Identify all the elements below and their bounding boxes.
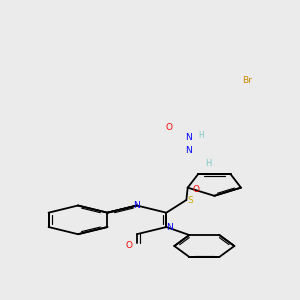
Text: N: N	[134, 201, 140, 210]
Text: N: N	[166, 223, 173, 232]
Text: N: N	[185, 146, 192, 155]
Text: N: N	[185, 133, 192, 142]
Text: S: S	[188, 196, 193, 205]
Text: O: O	[125, 241, 132, 250]
Text: H: H	[198, 131, 204, 140]
Text: O: O	[192, 185, 199, 194]
Text: H: H	[205, 159, 211, 168]
Text: O: O	[165, 123, 172, 132]
Text: Br: Br	[242, 76, 252, 85]
